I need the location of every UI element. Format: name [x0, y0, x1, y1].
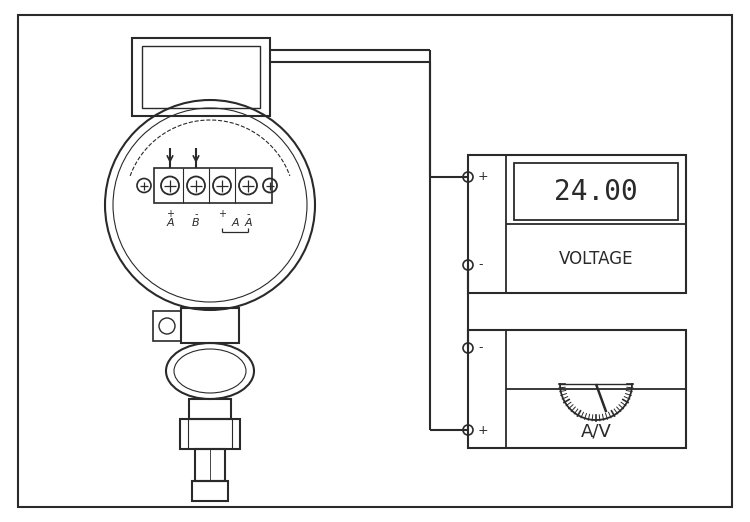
Bar [142, 46, 260, 108]
Bar [154, 168, 272, 203]
Text: +: + [218, 209, 226, 219]
Text: +: + [166, 209, 174, 219]
Bar [153, 311, 181, 341]
Text: +: + [478, 423, 489, 436]
Bar [468, 155, 686, 293]
Bar [181, 308, 239, 343]
Text: VOLTAGE: VOLTAGE [559, 250, 633, 267]
Bar [189, 399, 231, 419]
Text: 24.00: 24.00 [554, 177, 638, 206]
Text: -: - [478, 258, 482, 271]
Text: A: A [166, 218, 174, 228]
Bar [514, 163, 678, 220]
Text: -: - [194, 209, 198, 219]
Bar [468, 330, 686, 448]
Text: A: A [244, 218, 252, 228]
Text: +: + [478, 171, 489, 184]
Bar [132, 38, 270, 116]
Text: -: - [478, 341, 482, 354]
Text: A: A [231, 218, 238, 228]
Text: A/V: A/V [580, 423, 611, 441]
Text: -: - [246, 209, 250, 219]
Bar [195, 449, 225, 481]
Bar [192, 481, 228, 501]
Text: B: B [192, 218, 200, 228]
Bar [180, 419, 240, 449]
